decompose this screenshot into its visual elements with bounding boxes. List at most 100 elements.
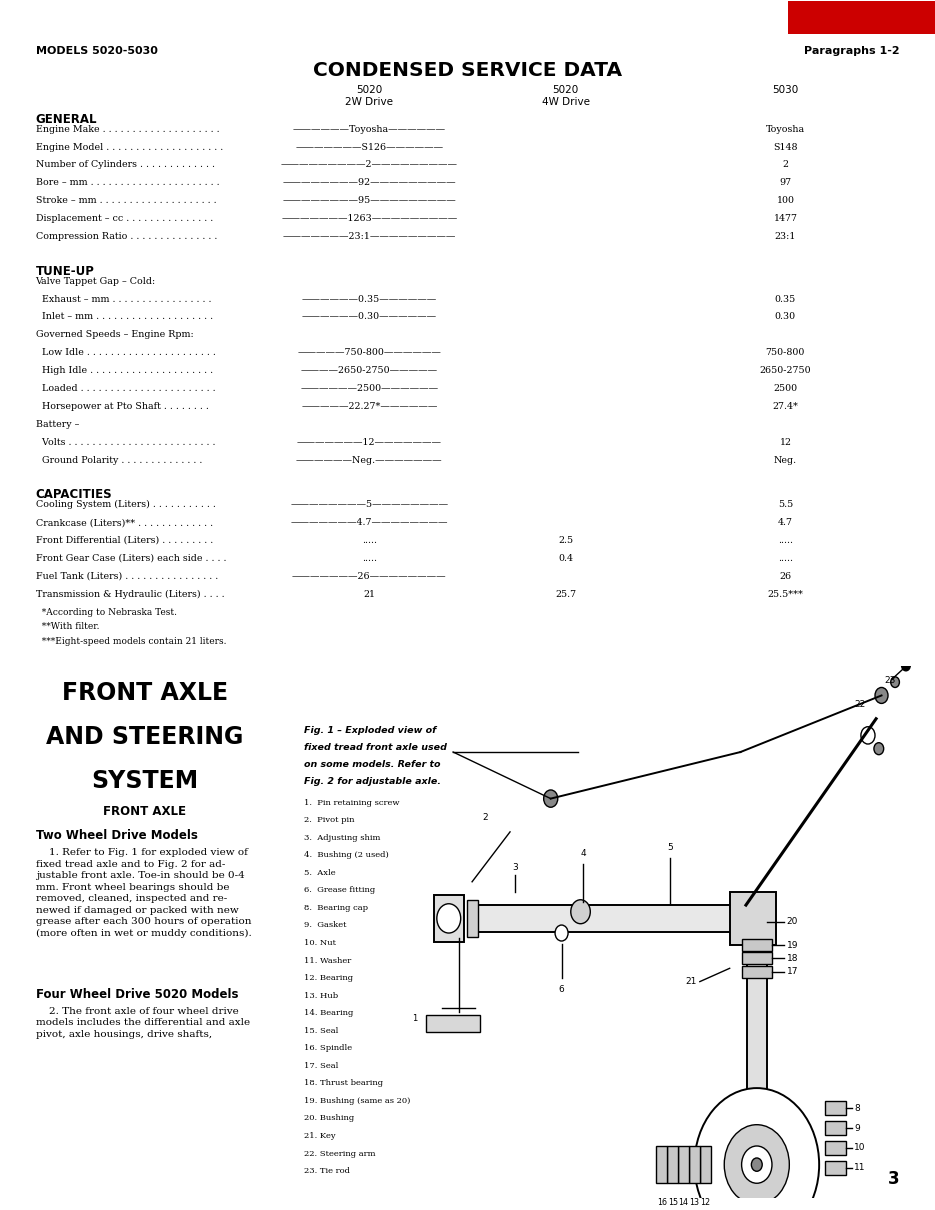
Bar — [747, 922, 767, 1131]
Text: ————2650-2750—————: ————2650-2750————— — [301, 367, 438, 375]
Text: Engine Make . . . . . . . . . . . . . . . . . . . .: Engine Make . . . . . . . . . . . . . . … — [36, 125, 219, 133]
Text: TUNE-UP: TUNE-UP — [36, 265, 94, 277]
Text: 23. Tie rod: 23. Tie rod — [304, 1166, 350, 1175]
Text: 0.4: 0.4 — [558, 554, 573, 563]
Text: 13: 13 — [689, 1198, 699, 1206]
Text: Bore – mm . . . . . . . . . . . . . . . . . . . . . .: Bore – mm . . . . . . . . . . . . . . . … — [36, 178, 219, 188]
Bar — [788, 1, 935, 34]
Text: .....: ..... — [362, 554, 377, 563]
Text: ——————0.30——————: ——————0.30—————— — [302, 312, 437, 322]
Text: 2: 2 — [482, 813, 488, 822]
Text: ——————Neg.———————: ——————Neg.——————— — [296, 456, 442, 465]
Circle shape — [874, 743, 884, 755]
Text: ———————12———————: ———————12——————— — [296, 438, 442, 446]
Circle shape — [752, 1158, 762, 1171]
Text: Loaded . . . . . . . . . . . . . . . . . . . . . . .: Loaded . . . . . . . . . . . . . . . . .… — [36, 384, 215, 393]
Text: fixed tread front axle used: fixed tread front axle used — [304, 743, 447, 751]
Text: 12: 12 — [780, 438, 791, 446]
Circle shape — [695, 1088, 819, 1210]
Text: 3: 3 — [888, 1170, 899, 1188]
Text: 2: 2 — [783, 161, 788, 169]
Text: 16. Spindle: 16. Spindle — [304, 1044, 352, 1053]
Text: Low Idle . . . . . . . . . . . . . . . . . . . . . .: Low Idle . . . . . . . . . . . . . . . .… — [36, 348, 215, 357]
Text: 21. Key: 21. Key — [304, 1133, 336, 1140]
Text: 1: 1 — [412, 1014, 418, 1022]
Text: CONDENSED SERVICE DATA: CONDENSED SERVICE DATA — [313, 60, 622, 80]
Bar — [741, 939, 772, 951]
Bar — [426, 1015, 481, 1031]
Text: Paragraphs 1-2: Paragraphs 1-2 — [804, 46, 899, 56]
Text: 22: 22 — [855, 699, 866, 709]
Text: 11: 11 — [855, 1164, 866, 1172]
Text: 8: 8 — [855, 1104, 860, 1112]
Text: Fig. 2 for adjustable axle.: Fig. 2 for adjustable axle. — [304, 777, 441, 785]
Text: ———————4.7————————: ———————4.7———————— — [291, 518, 448, 528]
Text: 1. Refer to Fig. 1 for exploded view of
fixed tread axle and to Fig. 2 for ad-
j: 1. Refer to Fig. 1 for exploded view of … — [36, 848, 252, 938]
Text: 18. Thrust bearing: 18. Thrust bearing — [304, 1079, 383, 1088]
Text: 4W Drive: 4W Drive — [541, 97, 590, 106]
Text: Toyosha: Toyosha — [766, 125, 805, 133]
Text: Front Differential (Liters) . . . . . . . . .: Front Differential (Liters) . . . . . . … — [36, 536, 213, 544]
Text: ———————1263—————————: ———————1263————————— — [281, 214, 457, 223]
Text: High Idle . . . . . . . . . . . . . . . . . . . . .: High Idle . . . . . . . . . . . . . . . … — [36, 367, 212, 375]
Text: 14: 14 — [679, 1198, 688, 1206]
Text: 17. Seal: 17. Seal — [304, 1062, 338, 1070]
Text: 6: 6 — [559, 985, 565, 993]
Text: 22. Steering arm: 22. Steering arm — [304, 1150, 375, 1158]
Text: 2500: 2500 — [773, 384, 798, 393]
Bar — [469, 905, 741, 932]
Text: 25.5***: 25.5*** — [768, 589, 803, 599]
Bar — [699, 1146, 711, 1183]
Text: 19. Bushing (same as 20): 19. Bushing (same as 20) — [304, 1096, 410, 1105]
Text: —————————2—————————: —————————2————————— — [280, 161, 458, 169]
Text: Front Gear Case (Liters) each side . . . .: Front Gear Case (Liters) each side . . .… — [36, 554, 226, 563]
Text: 12: 12 — [700, 1198, 711, 1206]
Bar — [825, 1162, 846, 1175]
Text: Fuel Tank (Liters) . . . . . . . . . . . . . . . .: Fuel Tank (Liters) . . . . . . . . . . .… — [36, 572, 218, 581]
Text: 26: 26 — [780, 572, 791, 581]
Text: FRONT AXLE: FRONT AXLE — [62, 681, 228, 705]
Text: 4: 4 — [581, 849, 586, 859]
Text: 15: 15 — [668, 1198, 678, 1206]
Circle shape — [861, 727, 875, 744]
Text: 14. Bearing: 14. Bearing — [304, 1009, 353, 1018]
Bar — [825, 1101, 846, 1114]
Text: 5030: 5030 — [772, 85, 798, 94]
Text: MODELS 5020-5030: MODELS 5020-5030 — [36, 46, 157, 56]
Bar — [689, 1146, 699, 1183]
Circle shape — [437, 904, 461, 933]
Text: 6.  Grease fitting: 6. Grease fitting — [304, 886, 375, 894]
Text: Neg.: Neg. — [774, 456, 797, 465]
Text: Four Wheel Drive 5020 Models: Four Wheel Drive 5020 Models — [36, 987, 238, 1001]
Text: 12. Bearing: 12. Bearing — [304, 974, 353, 983]
Text: .....: ..... — [778, 554, 793, 563]
Text: ——————0.35——————: ——————0.35—————— — [302, 294, 437, 304]
Bar — [729, 892, 776, 945]
Bar — [678, 1146, 689, 1183]
Text: 19: 19 — [786, 940, 798, 950]
Circle shape — [543, 790, 558, 807]
Text: .....: ..... — [362, 536, 377, 544]
Text: Two Wheel Drive Models: Two Wheel Drive Models — [36, 829, 197, 842]
Text: **With filter.: **With filter. — [36, 622, 99, 632]
Text: AND STEERING: AND STEERING — [46, 725, 244, 749]
Circle shape — [875, 687, 888, 703]
Text: FRONT AXLE: FRONT AXLE — [104, 805, 186, 818]
Bar — [735, 900, 752, 937]
Text: 20. Bushing: 20. Bushing — [304, 1114, 354, 1123]
Text: 5.  Axle: 5. Axle — [304, 869, 336, 877]
Text: Fig. 1 – Exploded view of: Fig. 1 – Exploded view of — [304, 726, 436, 734]
Text: 0.35: 0.35 — [775, 294, 796, 304]
Bar — [668, 1146, 678, 1183]
Text: 5: 5 — [668, 843, 673, 852]
Text: S148: S148 — [773, 143, 798, 151]
Text: SYSTEM: SYSTEM — [92, 768, 198, 793]
Text: 27.4*: 27.4* — [772, 402, 798, 411]
Text: 9.  Gasket: 9. Gasket — [304, 922, 346, 929]
Text: ————————92—————————: ————————92————————— — [282, 178, 456, 188]
Text: *According to Nebraska Test.: *According to Nebraska Test. — [36, 607, 177, 617]
Bar — [467, 900, 478, 937]
Text: 2.  Pivot pin: 2. Pivot pin — [304, 816, 354, 824]
Text: 2650-2750: 2650-2750 — [759, 367, 812, 375]
Text: 2. The front axle of four wheel drive
models includes the differential and axle
: 2. The front axle of four wheel drive mo… — [36, 1007, 250, 1039]
